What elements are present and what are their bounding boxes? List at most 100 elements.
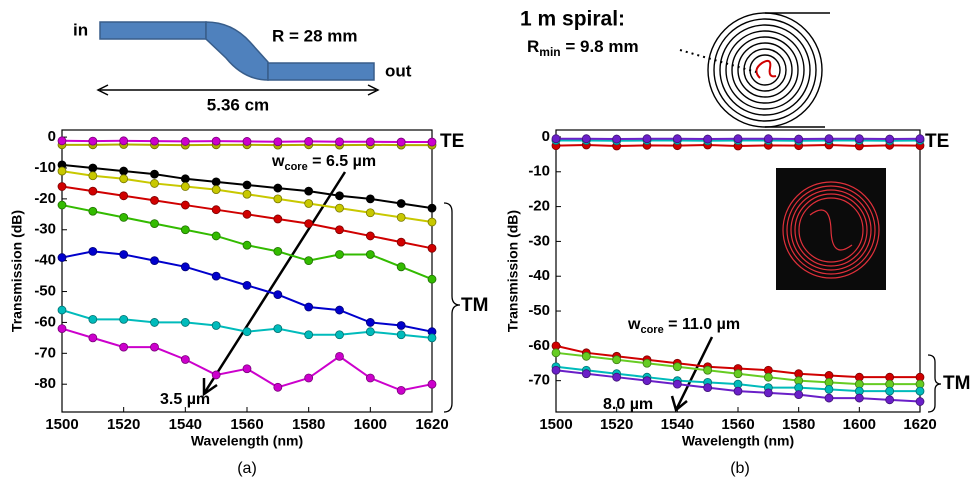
data-point	[335, 352, 344, 361]
data-point	[642, 134, 652, 144]
data-point	[88, 206, 98, 216]
data-point	[824, 384, 834, 394]
data-point	[242, 137, 252, 146]
tm-brace	[443, 202, 461, 413]
data-point	[427, 379, 437, 389]
data-point	[211, 321, 221, 330]
x-tick-label: 1520	[600, 416, 633, 433]
data-point	[180, 262, 190, 272]
wcore-label: wcore = 11.0 µm	[627, 316, 740, 336]
spiral-schematic	[707, 12, 830, 128]
data-point	[180, 318, 190, 327]
data-point	[211, 231, 221, 241]
data-point	[273, 183, 283, 193]
wcore-text: = 11.0 µm	[664, 316, 740, 333]
out-label: out	[385, 61, 412, 80]
radius-label: R = 28 mm	[272, 26, 358, 45]
data-point	[365, 231, 375, 241]
data-point	[150, 256, 159, 266]
data-point	[88, 333, 98, 343]
y-tick-label: 0	[48, 128, 56, 145]
data-point	[57, 253, 67, 262]
data-point	[365, 373, 375, 383]
data-point	[703, 383, 713, 393]
data-point	[180, 137, 190, 146]
trend-arrow	[670, 336, 714, 413]
rmin-base: R	[527, 37, 539, 56]
data-point	[854, 134, 864, 144]
data-point	[150, 179, 159, 188]
data-point	[304, 373, 314, 383]
data-point	[703, 365, 713, 375]
data-point	[733, 386, 743, 396]
data-point	[335, 225, 344, 235]
data-point	[57, 166, 67, 176]
data-point	[763, 372, 773, 382]
data-point	[551, 134, 561, 144]
data-point	[427, 274, 437, 284]
data-point	[211, 185, 221, 195]
data-point	[88, 171, 98, 181]
data-point	[88, 314, 98, 324]
data-point	[304, 302, 314, 312]
y-tick-label: -60	[528, 337, 550, 354]
data-point	[180, 182, 190, 191]
data-point	[335, 330, 344, 340]
data-point	[365, 327, 375, 337]
spiral-title: 1 m spiral:	[520, 8, 625, 31]
data-point	[304, 186, 314, 196]
data-point	[273, 214, 283, 224]
y-tick-label: -50	[34, 283, 56, 300]
panel-label: (b)	[730, 460, 750, 477]
series	[57, 160, 437, 213]
te-label: TE	[925, 131, 949, 152]
arrow-heads	[96, 84, 380, 96]
rmin-label: Rmin = 9.8 mm	[527, 37, 639, 59]
y-tick-label: -20	[528, 198, 550, 215]
data-point	[396, 385, 406, 395]
data-point	[612, 372, 622, 382]
data-point	[396, 137, 406, 147]
wcore-sub: core	[284, 161, 307, 173]
data-point	[365, 194, 375, 204]
data-point	[396, 262, 406, 272]
data-point	[885, 134, 895, 144]
data-point	[642, 376, 652, 386]
data-point	[119, 166, 129, 176]
data-point	[273, 290, 283, 300]
data-point	[365, 318, 375, 327]
data-point	[763, 388, 773, 398]
data-point	[612, 355, 622, 365]
te-label: TE	[440, 131, 464, 152]
data-point	[273, 324, 283, 334]
data-point	[119, 191, 129, 201]
in-label: in	[73, 20, 88, 39]
spiral-photo	[776, 168, 886, 290]
length-label: 5.36 cm	[207, 95, 269, 114]
data-point	[150, 169, 159, 179]
data-point	[365, 137, 375, 147]
y-tick-label: 0	[542, 128, 550, 145]
data-point	[915, 397, 925, 406]
data-point	[642, 358, 652, 368]
data-point	[180, 174, 190, 184]
data-point	[150, 342, 159, 352]
series	[57, 200, 437, 284]
data-point	[88, 136, 98, 146]
data-point	[396, 321, 406, 330]
wcore-label: wcore = 6.5 µm	[271, 153, 376, 173]
data-point	[88, 186, 98, 196]
data-point	[427, 333, 437, 343]
data-point	[242, 189, 252, 199]
data-point	[150, 136, 159, 146]
end-label: 3.5 µm	[160, 391, 210, 408]
data-point	[304, 137, 314, 146]
x-tick-label: 1620	[415, 416, 448, 433]
y-tick-label: -40	[528, 267, 550, 284]
data-point	[273, 194, 283, 204]
data-point	[551, 348, 561, 358]
end-label: 8.0 µm	[603, 396, 653, 413]
data-point	[427, 217, 437, 227]
x-axis-label: Wavelength (nm)	[191, 433, 303, 449]
